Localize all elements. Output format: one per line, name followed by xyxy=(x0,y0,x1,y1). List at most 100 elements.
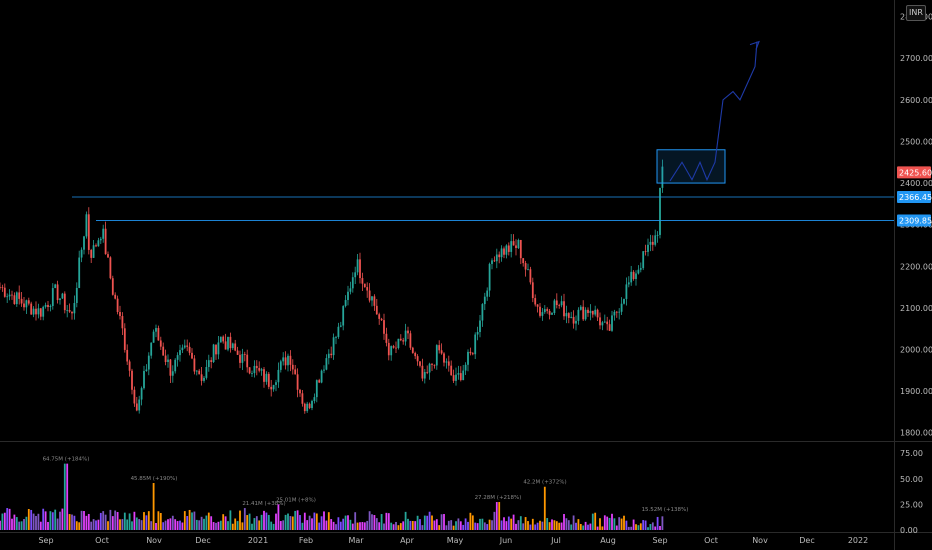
candle-body xyxy=(515,245,517,249)
volume-bar xyxy=(555,521,558,530)
candle-body xyxy=(651,241,654,245)
volume-bar xyxy=(231,523,234,530)
volume-bar xyxy=(306,520,309,530)
candle-body xyxy=(407,330,409,334)
candle-body xyxy=(589,310,592,314)
candle-body xyxy=(289,355,292,365)
candle-body xyxy=(390,346,393,356)
volume-bar xyxy=(131,521,133,530)
candle-body xyxy=(623,298,625,304)
candle-body xyxy=(399,338,402,341)
volume-bar xyxy=(416,515,419,530)
price-tick-label: 2000.00 xyxy=(900,345,932,354)
volume-bar xyxy=(404,511,407,530)
volume-bar xyxy=(320,516,323,530)
candle-body xyxy=(61,293,64,299)
candle-body xyxy=(507,245,510,252)
candle-body xyxy=(63,293,66,311)
volume-bar xyxy=(251,523,253,530)
candle-body xyxy=(171,371,174,376)
candle-body xyxy=(54,284,57,289)
volume-bar xyxy=(255,516,258,530)
volume-bar xyxy=(445,525,448,530)
candle-body xyxy=(479,320,481,333)
volume-bar xyxy=(440,514,443,530)
volume-bar xyxy=(299,515,301,530)
volume-bar xyxy=(272,523,275,530)
time-axis-label: Sep xyxy=(652,536,667,545)
candle-body xyxy=(195,370,198,372)
candle-body xyxy=(546,309,549,311)
volume-bar xyxy=(471,515,474,530)
candle-body xyxy=(68,310,71,312)
volume-bar xyxy=(3,512,6,530)
currency-button[interactable]: INR xyxy=(906,5,926,21)
candle-body xyxy=(349,288,352,292)
volume-bar xyxy=(330,519,333,530)
volume-annotation: 45.85M (+190%) xyxy=(131,476,178,482)
volume-tick-label: 75.00 xyxy=(900,449,923,458)
candle-body xyxy=(193,358,196,372)
volume-bar xyxy=(351,523,354,530)
candle-body xyxy=(498,254,501,258)
volume-bar xyxy=(539,520,541,530)
volume-bar xyxy=(390,522,393,530)
candle-body xyxy=(368,290,371,301)
candle-body xyxy=(488,263,491,291)
candle-body xyxy=(217,342,220,355)
volume-bar xyxy=(498,502,501,530)
price-tick-label: 2700.00 xyxy=(900,54,932,63)
candle-body xyxy=(637,269,640,274)
candle-body xyxy=(229,336,232,349)
candle-body xyxy=(152,331,155,343)
volume-bar xyxy=(431,515,433,530)
volume-bar xyxy=(493,511,496,530)
time-axis-label: Aug xyxy=(600,536,616,545)
candle-body xyxy=(131,370,133,390)
candle-body xyxy=(3,287,6,297)
level-low-label-bg xyxy=(897,214,931,227)
volume-bar xyxy=(90,521,93,530)
candle-body xyxy=(594,309,597,315)
candle-body xyxy=(135,403,138,411)
volume-bar xyxy=(599,518,601,530)
volume-bar xyxy=(243,508,246,530)
candle-body xyxy=(553,300,556,314)
candle-body xyxy=(73,302,76,314)
volume-bar xyxy=(507,516,510,530)
candle-body xyxy=(301,393,304,404)
volume-annotation: 21.41M (+38%) xyxy=(242,501,285,507)
volume-bar xyxy=(601,526,604,530)
candle-body xyxy=(527,269,529,271)
candle-body xyxy=(486,290,489,297)
candle-body xyxy=(20,298,23,304)
volume-bar xyxy=(654,526,657,530)
candle-body xyxy=(361,278,364,284)
volume-bar xyxy=(339,521,342,530)
candle-body xyxy=(121,316,124,329)
volume-bar xyxy=(409,520,412,530)
candle-body xyxy=(0,287,1,288)
candle-body xyxy=(548,310,551,315)
volume-bar xyxy=(294,510,297,530)
candle-body xyxy=(296,374,299,390)
volume-bar xyxy=(332,521,335,530)
candle-body xyxy=(241,354,244,363)
volume-bar xyxy=(560,522,563,530)
candle-body xyxy=(416,356,419,362)
price-tick-label: 1900.00 xyxy=(900,387,932,396)
volume-bar xyxy=(572,515,575,530)
volume-bar xyxy=(491,520,493,530)
volume-bar xyxy=(25,516,28,530)
volume-bar xyxy=(368,511,371,530)
volume-bar xyxy=(195,519,198,530)
candle-body xyxy=(159,340,162,347)
volume-bar xyxy=(591,513,594,530)
candle-body xyxy=(606,321,609,325)
volume-bar xyxy=(335,524,337,530)
candle-body xyxy=(519,240,522,259)
volume-bar xyxy=(378,522,381,530)
candle-body xyxy=(291,364,294,370)
volume-bar xyxy=(565,518,568,530)
